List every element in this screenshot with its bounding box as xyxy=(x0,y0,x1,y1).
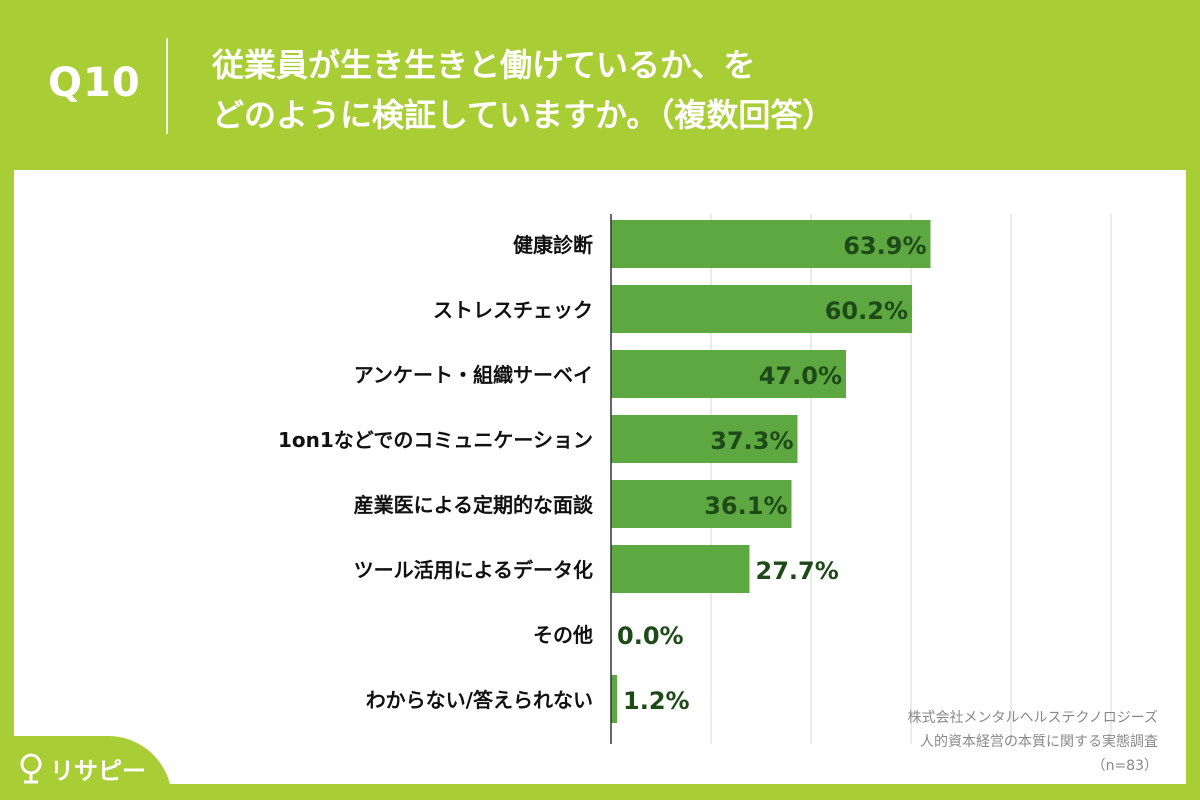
data-label: 0.0% xyxy=(617,622,684,650)
category-label: ツール活用によるデータ化 xyxy=(354,558,593,582)
question-title-line-1: 従業員が生き生きと働けているか、を xyxy=(212,46,756,84)
data-label: 47.0% xyxy=(759,362,842,390)
data-label: 1.2% xyxy=(623,687,690,715)
bar-chart: 健康診断 63.9% ストレスチェック 60.2% アンケート・組織サーベイ 47.0% 1… xyxy=(278,214,1112,744)
brand-name: リサピー xyxy=(50,756,146,785)
chart-card: 健康診断 63.9% ストレスチェック 60.2% アンケート・組織サーベイ 47.0% 1… xyxy=(14,170,1186,784)
data-label: 63.9% xyxy=(843,232,926,260)
bar xyxy=(611,415,798,463)
bar xyxy=(611,675,617,723)
pin-icon xyxy=(20,753,42,784)
source-line-2: 人的資本経営の本質に関する実態調査 xyxy=(920,734,1158,750)
bar xyxy=(611,285,912,333)
category-label: ストレスチェック xyxy=(433,298,593,322)
data-label: 37.3% xyxy=(710,427,793,455)
brand-logo: リサピー xyxy=(16,748,146,788)
category-label: 産業医による定期的な面談 xyxy=(354,493,594,517)
category-label: その他 xyxy=(533,623,593,647)
category-label: わからない/答えられない xyxy=(366,688,593,712)
question-title-line-2: どのように検証していますか。（複数回答） xyxy=(212,96,835,134)
question-title: 従業員が生き生きと働けているか、を どのように検証していますか。（複数回答） xyxy=(212,40,1112,140)
header-divider xyxy=(166,38,168,134)
category-label: 健康診断 xyxy=(513,233,593,257)
question-number: Q10 xyxy=(48,60,141,106)
source-line-1: 株式会社メンタルヘルステクノロジーズ xyxy=(907,710,1158,726)
data-label: 27.7% xyxy=(756,557,839,585)
logo-tab xyxy=(0,736,172,800)
source-line-3: （n=83） xyxy=(1091,758,1158,774)
bar xyxy=(611,545,750,593)
source-note: 株式会社メンタルヘルステクノロジーズ 人的資本経営の本質に関する実態調査 （n=… xyxy=(738,706,1158,778)
bar xyxy=(611,350,846,398)
bar xyxy=(611,480,792,528)
bar xyxy=(611,220,931,268)
category-label: アンケート・組織サーベイ xyxy=(354,363,593,387)
header: Q10 従業員が生き生きと働けているか、を どのように検証していますか。（複数回… xyxy=(0,0,1200,170)
category-label: 1on1などでのコミュニケーション xyxy=(278,428,593,452)
data-label: 36.1% xyxy=(704,492,787,520)
data-label: 60.2% xyxy=(825,297,908,325)
